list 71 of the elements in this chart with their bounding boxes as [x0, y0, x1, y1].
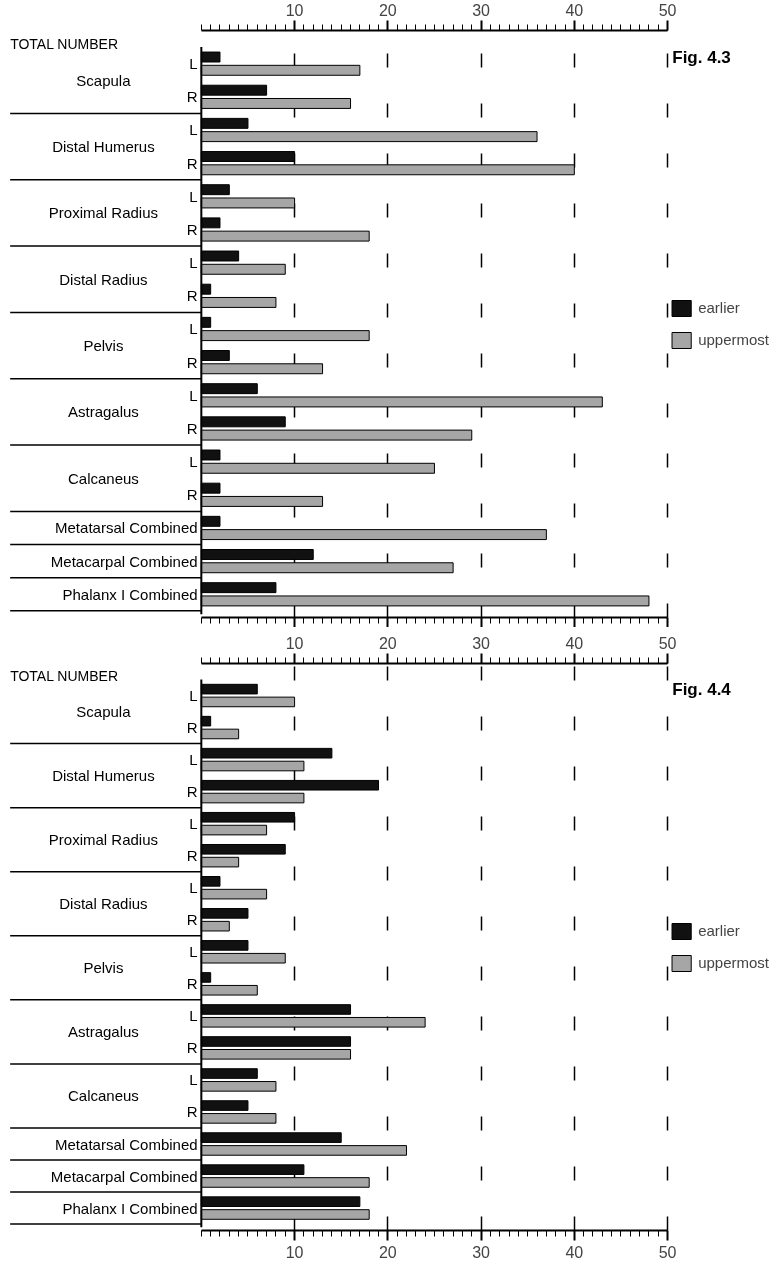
- y-tick-label: Metatarsal Combined: [55, 1135, 198, 1153]
- y-tick-label: R: [186, 1103, 198, 1121]
- text: Pelvis: [83, 959, 124, 977]
- y-tick-label: R: [186, 353, 198, 371]
- y-tick-label: R: [186, 847, 198, 865]
- legend-label: earlier: [698, 299, 740, 316]
- x-axis-title: TOTAL NUMBER: [10, 668, 119, 685]
- y-tick-label: L: [189, 687, 198, 705]
- y-tick-label: R: [186, 88, 198, 106]
- y-tick-label: R: [186, 1039, 198, 1057]
- y-tick-label: R: [186, 486, 198, 504]
- legend-label: earlier: [698, 922, 740, 939]
- y-tick-label: L: [189, 187, 198, 205]
- x2-tick-label: 20: [378, 1, 397, 19]
- x-tick-label: 10: [285, 1243, 304, 1261]
- text: Pelvis: [83, 337, 124, 355]
- text: Astragalus: [67, 1023, 139, 1041]
- legend-label: uppermost: [698, 954, 769, 971]
- y-tick-label: R: [186, 154, 198, 172]
- y-tick-label: L: [189, 254, 198, 272]
- y-tick-label: Metatarsal Combined: [55, 519, 198, 537]
- y-tick-label: R: [186, 719, 198, 737]
- y-tick-label: Phalanx I Combined: [62, 1199, 198, 1217]
- text: Distal Radius: [59, 895, 148, 913]
- y-tick-label: L: [189, 386, 198, 404]
- y-tick-label: L: [189, 1007, 198, 1025]
- x2-tick-label: 50: [658, 1, 677, 19]
- y-tick-label: L: [189, 879, 198, 897]
- y-tick-label: L: [189, 943, 198, 961]
- text: Calcaneus: [67, 469, 139, 487]
- y-tick-label: R: [186, 287, 198, 305]
- y-tick-label: R: [186, 911, 198, 929]
- y-tick-label: Metacarpal Combined: [50, 552, 198, 570]
- x2-tick-label: 10: [285, 1, 304, 19]
- text: Astragalus: [67, 403, 139, 421]
- x2-tick-label: 40: [565, 634, 584, 652]
- text: Proximal Radius: [48, 204, 159, 222]
- x-tick-label: 30: [472, 1243, 491, 1261]
- text: Scapula: [76, 71, 132, 89]
- text: Fig. 4.4: [672, 679, 732, 699]
- y-tick-label: L: [189, 815, 198, 833]
- x2-tick-label: 30: [472, 634, 491, 652]
- text: Distal Humerus: [52, 767, 155, 785]
- y-tick-label: L: [189, 121, 198, 139]
- y-tick-label: L: [189, 320, 198, 338]
- text: Scapula: [76, 703, 132, 721]
- x2-tick-label: 20: [378, 634, 397, 652]
- text: Fig. 4.3: [672, 47, 731, 67]
- x2-tick-label: 30: [472, 1, 491, 19]
- text: Distal Humerus: [52, 138, 155, 156]
- x-axis-title: TOTAL NUMBER: [10, 35, 119, 52]
- x2-tick-label: 10: [285, 634, 304, 652]
- y-tick-label: Phalanx I Combined: [62, 585, 198, 603]
- legend-label: uppermost: [698, 331, 769, 348]
- x-tick-label: 50: [658, 1243, 677, 1261]
- x-tick-label: 40: [565, 1243, 584, 1261]
- x-tick-label: 20: [378, 1243, 397, 1261]
- y-tick-label: R: [186, 220, 198, 238]
- y-tick-label: L: [189, 453, 198, 471]
- text: Distal Radius: [59, 270, 148, 288]
- y-tick-label: Metacarpal Combined: [50, 1167, 198, 1185]
- x2-tick-label: 50: [658, 634, 677, 652]
- text: Proximal Radius: [48, 831, 159, 849]
- y-tick-label: L: [189, 55, 198, 73]
- y-tick-label: R: [186, 975, 198, 993]
- y-tick-label: L: [189, 1071, 198, 1089]
- text: Calcaneus: [67, 1087, 139, 1105]
- y-tick-label: L: [189, 751, 198, 769]
- y-tick-label: R: [186, 783, 198, 801]
- x2-tick-label: 40: [565, 1, 584, 19]
- y-tick-label: R: [186, 419, 198, 437]
